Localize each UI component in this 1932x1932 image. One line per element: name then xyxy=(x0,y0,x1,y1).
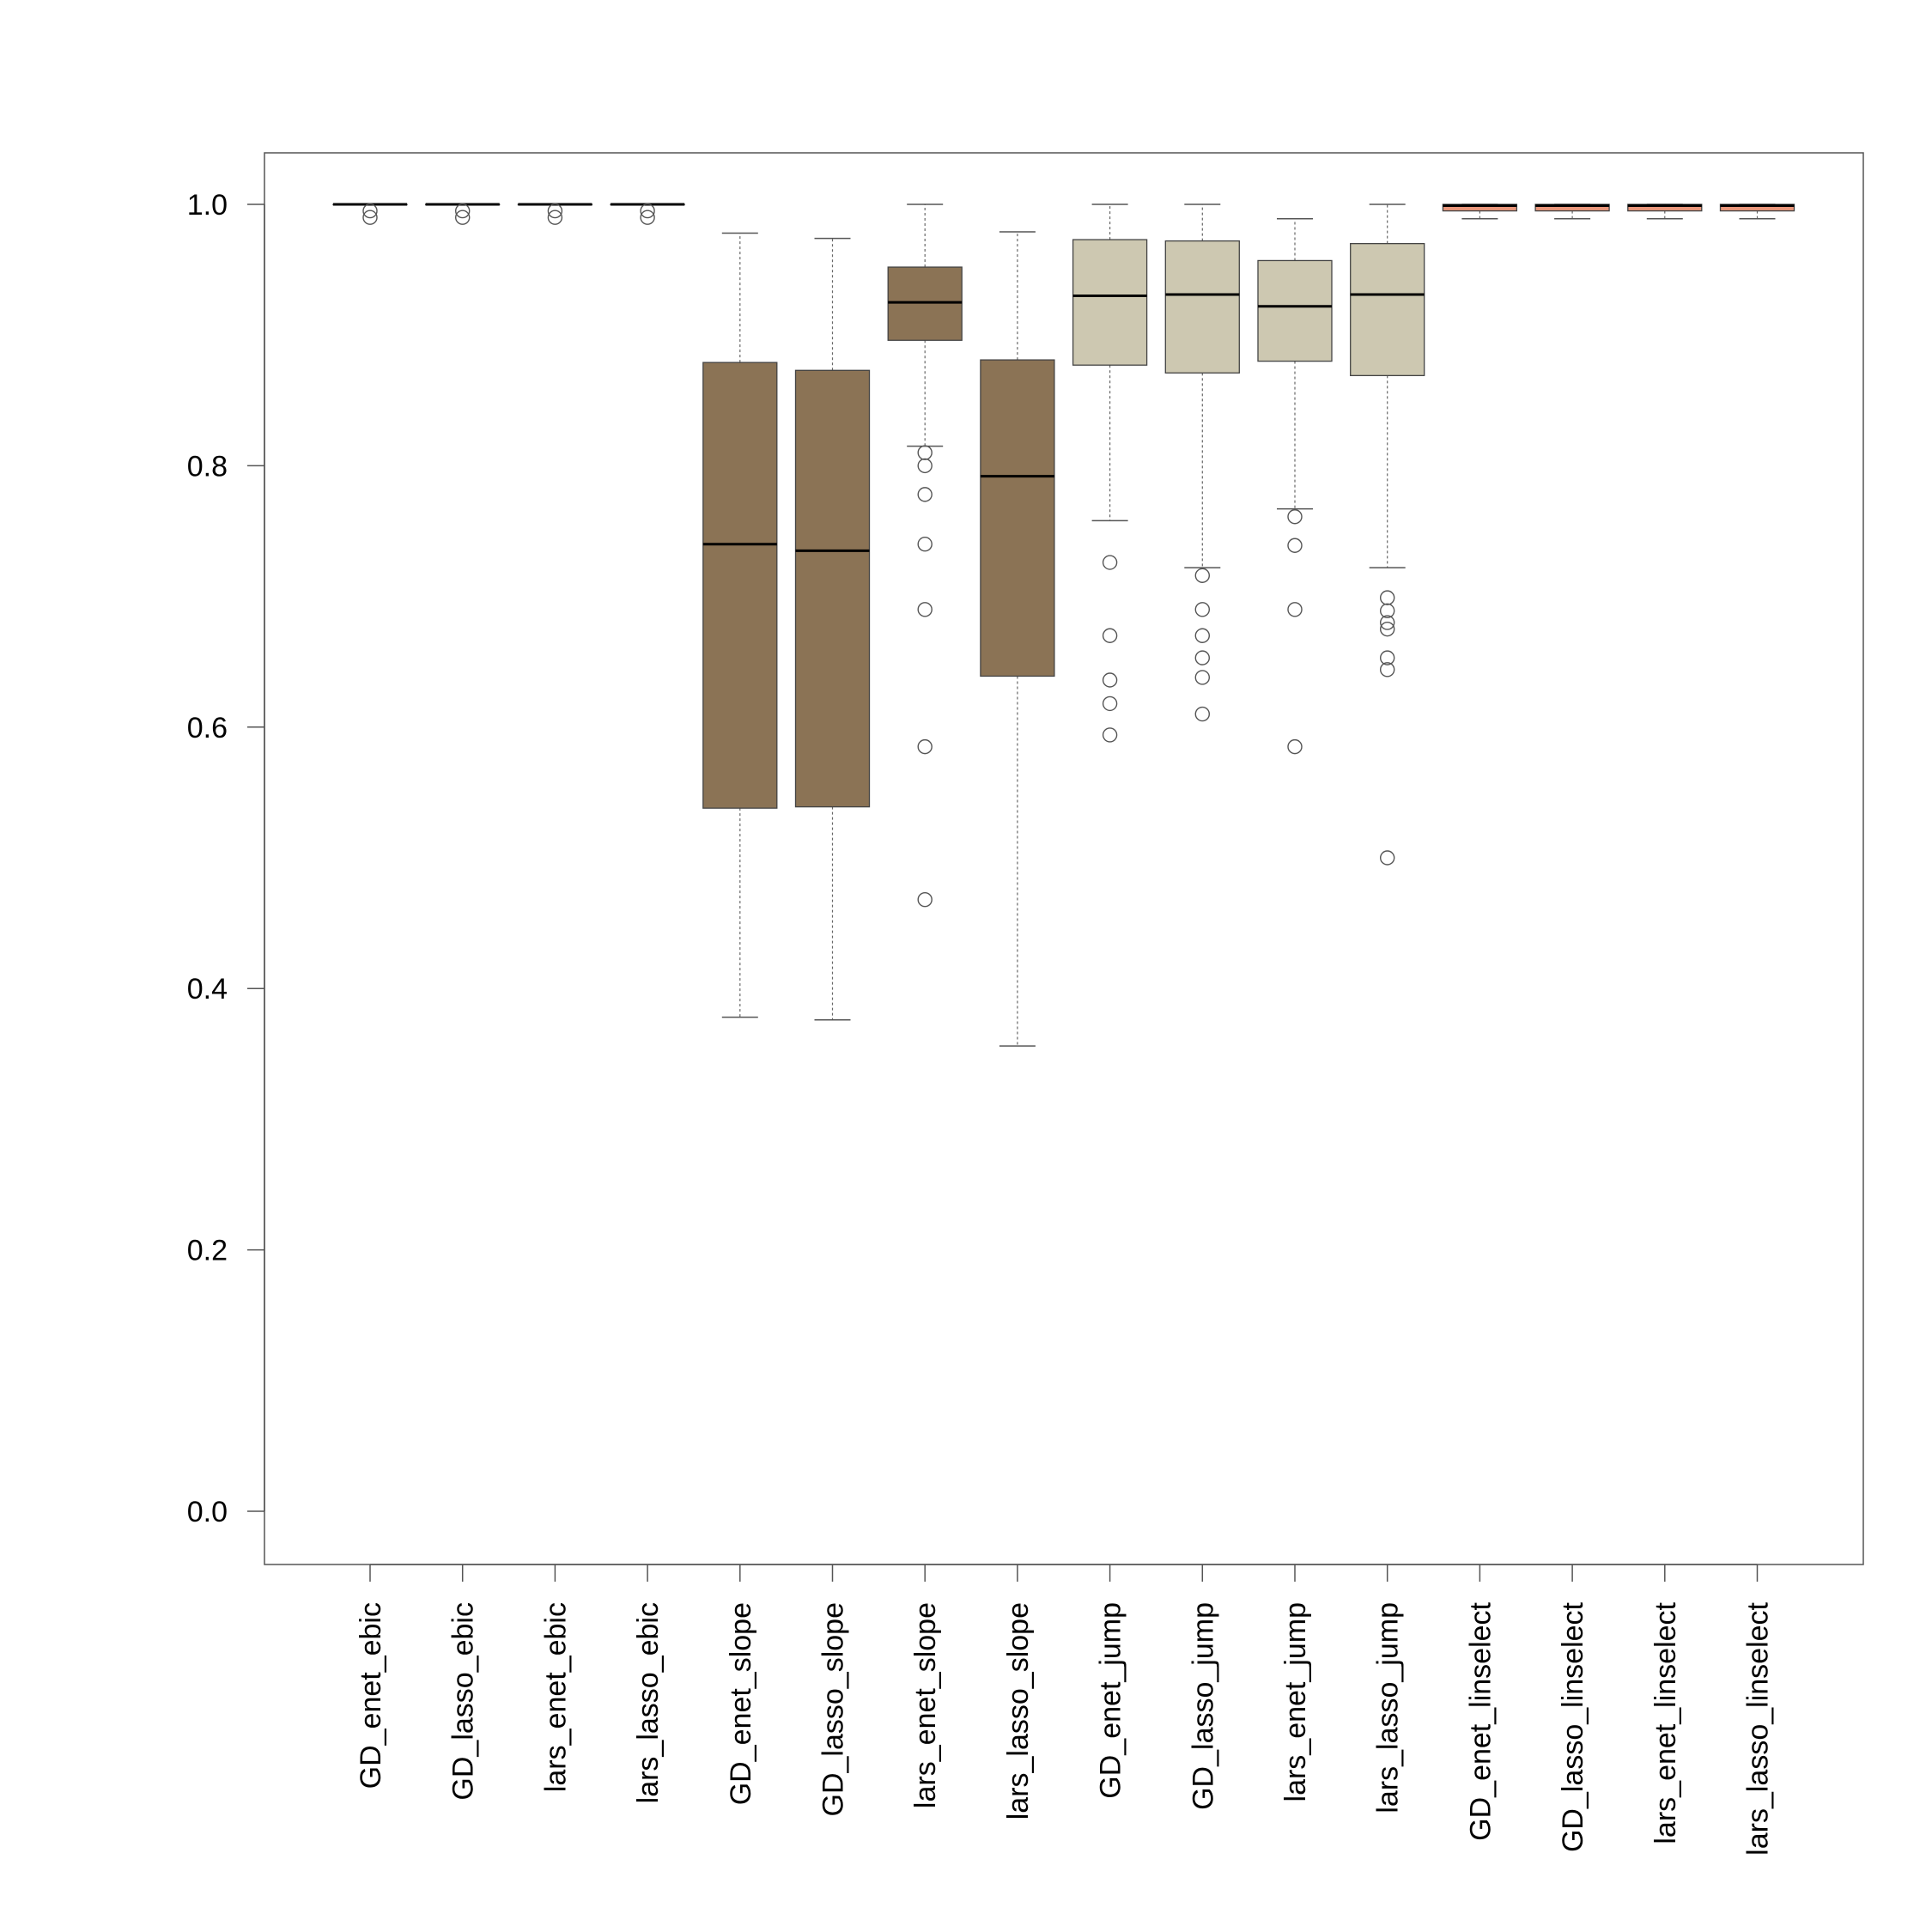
outlier-point xyxy=(917,537,933,552)
outlier-point xyxy=(1102,672,1118,688)
outlier-point xyxy=(1379,850,1395,866)
x-tick-label: GD_lasso_jump xyxy=(1187,1602,1219,1810)
y-tick-label: 0.4 xyxy=(187,973,228,1005)
boxes xyxy=(332,203,1795,1047)
outlier-point xyxy=(917,892,933,908)
outlier-point xyxy=(1194,670,1211,685)
outlier-point xyxy=(1379,662,1395,677)
outlier-point xyxy=(1194,650,1211,665)
y-tick-label: 1.0 xyxy=(187,189,228,222)
box-GD_enet_linselect xyxy=(1442,204,1518,220)
box-body xyxy=(980,359,1055,677)
box-lars_enet_jump xyxy=(1257,217,1333,755)
outlier-point xyxy=(362,203,378,219)
box-lars_enet_slope xyxy=(887,204,963,908)
x-tick-label: lars_enet_linselect xyxy=(1649,1601,1682,1844)
box-GD_lasso_slope xyxy=(794,237,871,1021)
outlier-point xyxy=(1102,727,1118,743)
plot-frame xyxy=(264,152,1864,1565)
outlier-point xyxy=(1287,738,1303,755)
box-body xyxy=(1257,259,1333,362)
y-tick-label: 0.6 xyxy=(187,712,228,744)
x-tick-label: GD_lasso_linselect xyxy=(1557,1601,1589,1852)
outlier-point xyxy=(917,487,933,502)
outlier-point xyxy=(1194,628,1211,643)
box-GD_enet_ebic xyxy=(332,203,408,225)
box-body xyxy=(1534,204,1610,212)
outlier-point xyxy=(455,203,471,219)
box-body xyxy=(1442,204,1518,212)
box-lars_lasso_ebic xyxy=(610,203,685,225)
box-body xyxy=(1350,243,1425,377)
outlier-point xyxy=(362,210,378,225)
box-GD_lasso_jump xyxy=(1164,204,1240,722)
outlier-point xyxy=(1287,509,1303,525)
y-tick-label: 0.0 xyxy=(187,1496,228,1528)
x-tick-label: lars_enet_slope xyxy=(909,1602,942,1808)
outlier-point xyxy=(1287,538,1303,553)
outlier-point xyxy=(1379,615,1395,630)
outlier-point xyxy=(640,203,655,219)
outlier-point xyxy=(1102,628,1118,643)
box-lars_enet_ebic xyxy=(517,203,593,225)
x-tick-label: lars_lasso_ebic xyxy=(632,1602,665,1803)
x-tick-label: lars_enet_jump xyxy=(1279,1602,1312,1801)
x-tick-label: GD_enet_linselect xyxy=(1464,1601,1497,1840)
box-body xyxy=(702,361,778,809)
outlier-point xyxy=(547,210,563,225)
x-tick-label: lars_lasso_linselect xyxy=(1742,1601,1775,1855)
outlier-point xyxy=(1194,568,1211,583)
outlier-point xyxy=(1379,650,1395,665)
x-tick-label: lars_lasso_slope xyxy=(1002,1602,1035,1820)
x-tick-label: lars_lasso_jump xyxy=(1372,1602,1405,1814)
box-lars_enet_linselect xyxy=(1627,204,1703,220)
outlier-point xyxy=(1287,602,1303,617)
box-GD_enet_slope xyxy=(702,232,778,1018)
outlier-point xyxy=(1194,602,1211,617)
y-tick-label: 0.8 xyxy=(187,450,228,483)
outlier-point xyxy=(1102,555,1118,570)
box-lars_lasso_linselect xyxy=(1719,204,1795,220)
outlier-point xyxy=(547,203,563,219)
y-axis: 0.0 0.2 0.4 0.6 0.8 1.0 xyxy=(187,189,265,1528)
outlier-point xyxy=(917,458,933,474)
x-axis: GD_enet_ebic GD_lasso_ebic lars_enet_ebic l… xyxy=(355,1564,1775,1856)
outlier-point xyxy=(640,210,655,225)
outlier-point xyxy=(917,738,933,755)
outlier-point xyxy=(1379,603,1395,619)
box-body xyxy=(1164,240,1240,374)
box-body xyxy=(1719,204,1795,212)
outlier-point xyxy=(917,445,933,460)
x-tick-label: GD_enet_ebic xyxy=(355,1602,387,1789)
outlier-point xyxy=(1102,696,1118,712)
outlier-point xyxy=(917,602,933,617)
x-tick-label: GD_enet_slope xyxy=(725,1602,757,1805)
box-GD_enet_jump xyxy=(1072,204,1148,743)
x-tick-label: GD_enet_jump xyxy=(1095,1602,1127,1799)
outlier-point xyxy=(455,210,471,225)
box-body xyxy=(794,369,871,808)
outlier-point xyxy=(1194,706,1211,722)
outlier-point xyxy=(1379,590,1395,605)
x-tick-label: GD_lasso_slope xyxy=(817,1602,850,1816)
box-body xyxy=(1627,204,1703,212)
box-lars_lasso_slope xyxy=(980,231,1055,1047)
box-lars_lasso_jump xyxy=(1350,204,1425,866)
box-body xyxy=(1072,239,1148,366)
x-tick-label: GD_lasso_ebic xyxy=(447,1602,480,1801)
box-GD_lasso_ebic xyxy=(425,203,501,225)
box-body xyxy=(887,266,963,341)
y-tick-label: 0.2 xyxy=(187,1235,228,1267)
x-tick-label: lars_enet_ebic xyxy=(539,1602,572,1792)
outlier-point xyxy=(1379,621,1395,637)
box-GD_lasso_linselect xyxy=(1534,204,1610,220)
